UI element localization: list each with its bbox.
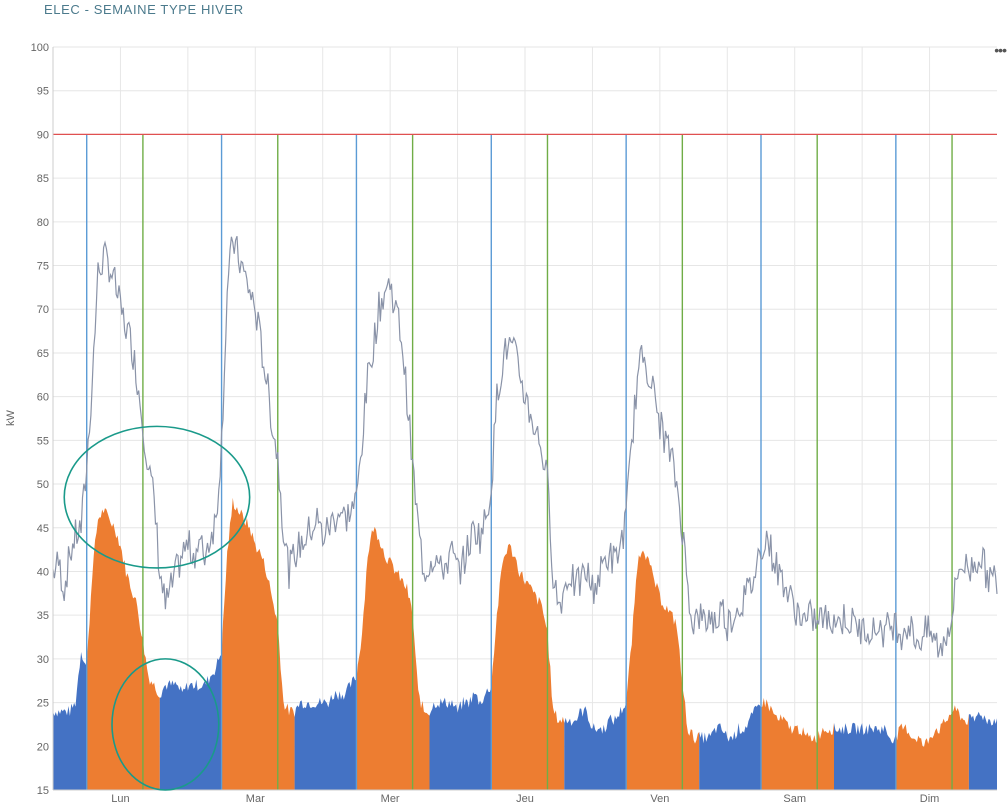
y-tick-label: 100: [31, 42, 49, 54]
peak-area-segment: [221, 497, 295, 790]
y-tick-label: 50: [37, 479, 49, 491]
peak-area-segment: [86, 508, 160, 790]
peak-area-segment: [626, 550, 700, 790]
y-tick-label: 60: [37, 392, 49, 404]
y-tick-label: 85: [37, 173, 49, 185]
x-tick-label: Ven: [650, 793, 669, 805]
y-tick-label: 95: [37, 86, 49, 98]
y-tick-label: 65: [37, 348, 49, 360]
y-tick-label: 15: [37, 785, 49, 797]
base-area-segment: [564, 702, 627, 790]
axis-layer: 15 20 25 30 35 40 45 50 55 60 65 70 75 80 85 90 95 100 Lun…: [31, 42, 997, 805]
x-tick-label: Mer: [381, 793, 400, 805]
y-axis-label: kW: [5, 409, 17, 426]
area-layer: [53, 497, 997, 790]
y-tick-label: 75: [37, 261, 49, 273]
y-tick-label: 45: [37, 523, 49, 535]
y-tick-label: 90: [37, 129, 49, 141]
y-tick-label: 20: [37, 741, 49, 753]
annotation-ellipse-1: [63, 425, 251, 569]
x-tick-label: Sam: [783, 793, 806, 805]
base-area-segment: [159, 654, 222, 790]
x-tick-label: Lun: [111, 793, 129, 805]
line-layer: [52, 133, 998, 658]
y-tick-label: 35: [37, 610, 49, 622]
annotation-ellipse-2: [111, 658, 220, 791]
x-tick-label: Jeu: [516, 793, 534, 805]
y-tick-label: 55: [37, 435, 49, 447]
base-area-segment: [834, 722, 896, 790]
base-area-segment: [968, 711, 997, 790]
peak-area-segment: [895, 705, 969, 790]
base-area-segment: [53, 652, 87, 790]
x-tick-label: Mar: [246, 793, 265, 805]
y-tick-label: 40: [37, 566, 49, 578]
chart-title: ELEC - SEMAINE TYPE HIVER: [44, 2, 244, 17]
y-tick-label: 70: [37, 304, 49, 316]
base-area-segment: [699, 704, 761, 790]
annotation-layer: [63, 425, 251, 791]
ellipsis-icon[interactable]: •••: [994, 42, 1007, 58]
y-tick-label: 30: [37, 654, 49, 666]
base-area-segment: [429, 686, 492, 790]
peak-area-segment: [491, 543, 565, 790]
y-tick-label: 80: [37, 217, 49, 229]
y-tick-label: 25: [37, 698, 49, 710]
base-area-segment: [294, 676, 357, 790]
gray-series-line: [52, 236, 998, 658]
peak-area-segment: [761, 697, 834, 790]
x-tick-label: Dim: [920, 793, 940, 805]
peak-area-segment: [356, 526, 430, 790]
